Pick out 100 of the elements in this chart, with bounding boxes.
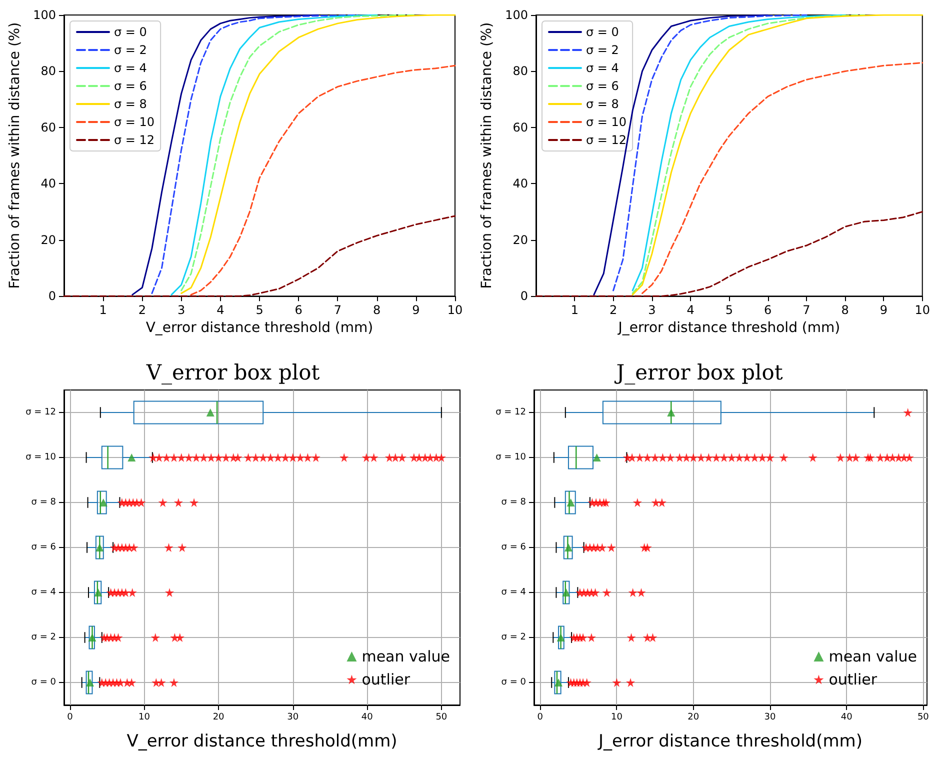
- y-tick-label: 60: [512, 120, 528, 134]
- x-tick-label: 7: [334, 303, 342, 318]
- legend-label: σ = 8: [114, 97, 147, 111]
- point: [86, 678, 94, 686]
- y-tick-label: 40: [512, 176, 528, 191]
- y-axis-title: Fraction of frames within distance (%): [479, 22, 496, 289]
- x-tick-label: 2: [609, 303, 618, 318]
- x-tick-label: 9: [880, 303, 888, 318]
- legend-label: mean value: [828, 648, 917, 666]
- legend-label: mean value: [362, 648, 450, 666]
- y-tick-label: 80: [40, 64, 56, 78]
- point: [94, 588, 102, 596]
- x-tick-label: 10: [611, 712, 623, 722]
- point: [128, 454, 136, 462]
- x-tick-label: 30: [287, 712, 299, 722]
- x-tick-label: 6: [294, 303, 302, 318]
- legend-label: σ = 10: [586, 115, 627, 129]
- x-tick-label: 3: [177, 303, 186, 318]
- y-tick-label: σ = 12: [496, 408, 526, 418]
- x-tick-label: 4: [686, 303, 694, 318]
- chart-title: V_error box plot: [145, 360, 320, 384]
- y-tick-label: σ = 10: [26, 452, 56, 462]
- y-tick-label: σ = 8: [31, 498, 56, 508]
- legend-label: σ = 12: [586, 133, 627, 147]
- y-tick-label: 100: [505, 8, 528, 22]
- x-tick-label: 5: [725, 303, 734, 318]
- line-series: [593, 14, 769, 296]
- y-tick-label: 20: [40, 232, 56, 247]
- line-series: [180, 14, 456, 294]
- x-tick-label: 30: [764, 712, 776, 722]
- y-tick-label: 80: [512, 64, 528, 78]
- x-tick-label: 0: [537, 712, 544, 722]
- x-tick-label: 3: [648, 303, 656, 318]
- x-tick-label: 40: [840, 712, 853, 722]
- x-tick-label: 1: [99, 303, 107, 318]
- legend-label: σ = 4: [586, 61, 619, 75]
- x-tick-label: 40: [361, 712, 374, 722]
- y-tick-label: σ = 4: [31, 588, 56, 598]
- x-tick-label: 7: [802, 303, 810, 318]
- legend-label: outlier: [362, 670, 411, 688]
- point: [592, 454, 601, 462]
- x-tick-label: 9: [412, 303, 420, 318]
- line-series: [612, 14, 808, 292]
- x-axis-title: V_error distance threshold(mm): [126, 732, 398, 752]
- x-tick-label: 50: [436, 712, 448, 722]
- y-tick-label: σ = 12: [26, 408, 56, 418]
- y-tick-label: σ = 10: [496, 452, 526, 462]
- x-tick-label: 20: [688, 712, 700, 722]
- x-tick-label: 10: [138, 712, 150, 722]
- x-tick-label: 0: [67, 712, 74, 722]
- x-tick-label: 10: [447, 303, 463, 318]
- x-tick-label: 1: [570, 303, 578, 318]
- y-tick-label: σ = 6: [31, 542, 56, 552]
- y-tick-label: 0: [48, 289, 56, 304]
- x-tick-label: 5: [256, 303, 264, 318]
- line-series: [642, 62, 924, 294]
- x-tick-label: 10: [914, 303, 930, 318]
- line-series: [632, 14, 924, 296]
- legend-label: σ = 2: [586, 43, 619, 57]
- y-tick-label: σ = 6: [501, 542, 526, 552]
- y-tick-label: 0: [520, 289, 528, 304]
- legend-label: σ = 10: [114, 115, 155, 129]
- x-tick-label: 8: [841, 303, 849, 318]
- y-tick-label: σ = 0: [501, 678, 526, 688]
- y-tick-label: 40: [40, 176, 56, 191]
- point: [667, 408, 676, 416]
- legend-label: σ = 12: [114, 133, 155, 147]
- x-axis-title: J_error distance threshold (mm): [617, 320, 840, 336]
- x-tick-label: 4: [216, 303, 224, 318]
- legend-label: σ = 2: [114, 43, 147, 57]
- y-tick-label: σ = 0: [31, 678, 56, 688]
- x-tick-label: 6: [764, 303, 772, 318]
- chart-title: J_error box plot: [614, 360, 784, 384]
- point: [562, 588, 570, 596]
- y-tick-label: σ = 4: [501, 588, 526, 598]
- x-tick-label: 50: [917, 712, 930, 722]
- line-series: [170, 14, 378, 296]
- y-tick-label: 60: [40, 120, 56, 134]
- y-tick-label: 20: [512, 232, 528, 247]
- x-axis-title: J_error distance threshold(mm): [598, 732, 862, 752]
- y-tick-label: σ = 2: [31, 632, 56, 642]
- legend-label: σ = 8: [586, 97, 619, 111]
- x-tick-label: 2: [138, 303, 146, 318]
- line-series: [190, 64, 456, 296]
- legend-label: σ = 0: [586, 25, 619, 39]
- legend-label: σ = 6: [114, 79, 147, 93]
- point: [88, 634, 96, 642]
- legend-label: σ = 6: [586, 79, 619, 93]
- x-tick-label: 20: [212, 712, 225, 722]
- y-tick-label: σ = 8: [501, 498, 526, 508]
- x-axis-title: V_error distance threshold (mm): [146, 320, 374, 336]
- legend-label: outlier: [828, 670, 878, 688]
- point: [556, 634, 565, 642]
- x-tick-label: 8: [372, 303, 381, 318]
- point: [554, 678, 563, 686]
- legend-label: σ = 0: [114, 25, 147, 39]
- y-axis-title: Fraction of frames within distance (%): [7, 22, 24, 289]
- line-series: [180, 14, 417, 292]
- y-tick-label: 100: [33, 8, 56, 22]
- legend-label: σ = 4: [114, 61, 147, 75]
